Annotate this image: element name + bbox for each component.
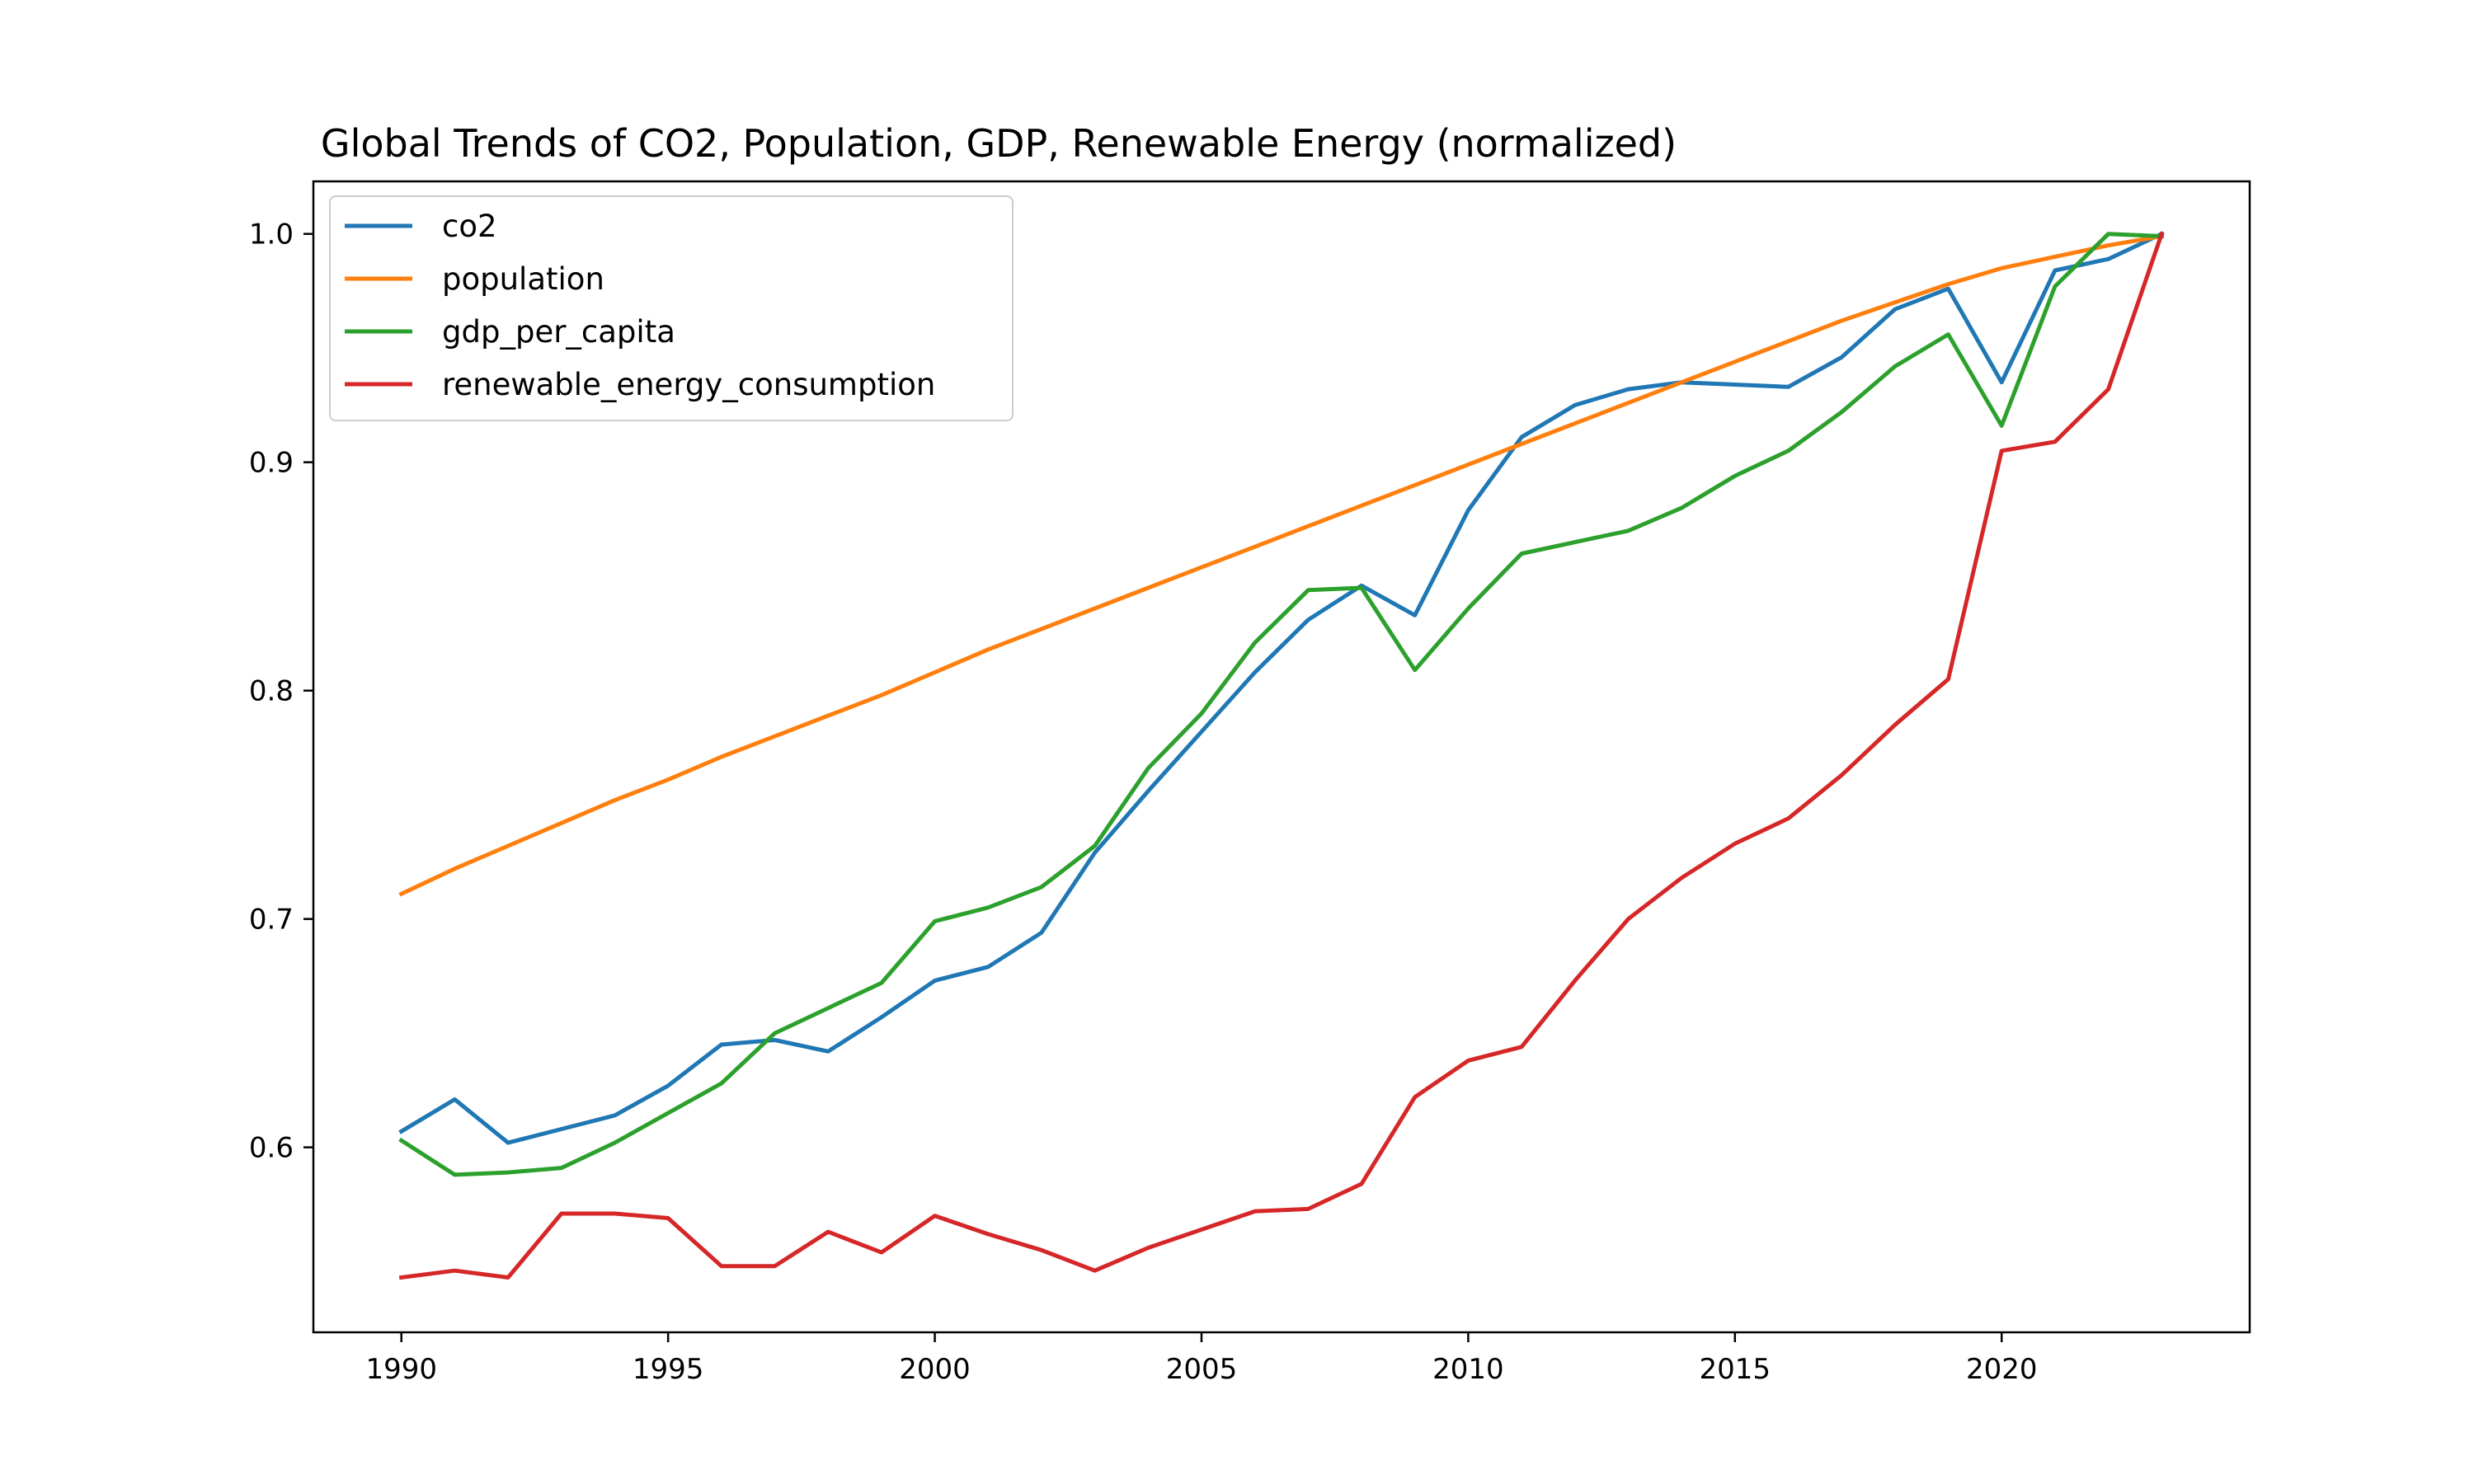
y-tick-label: 0.6 [249,1132,294,1165]
legend-label: renewable_energy_consumption [442,367,935,402]
series-line-gdp-per-capita [398,232,2164,1177]
series-line-renewable-energy-consumption [398,231,2165,1280]
y-tick-label: 0.7 [249,904,294,937]
x-tick-label: 2015 [1700,1353,1771,1386]
series-line-co2 [398,231,2165,1145]
x-tick-label: 2000 [899,1353,971,1386]
plot-area [398,231,2165,1280]
legend-box [329,195,1014,421]
x-tick-label: 1995 [633,1353,704,1386]
y-tick-label: 1.0 [249,218,294,251]
x-tick-label: 2020 [1966,1353,2038,1386]
y-tick-label: 0.9 [249,447,294,480]
x-tick-label: 1990 [365,1353,437,1386]
legend-label: population [442,261,604,297]
plot-frame [312,180,2251,1334]
legend-label: gdp_per_capita [442,314,675,350]
series-line-population [398,233,2165,897]
legend: co2 population gdp_per_capita renewable_ene… [329,195,1014,421]
y-tick-label: 0.8 [249,675,294,708]
y-axis: 0.6 0.7 0.8 0.9 1.0 [249,218,313,1165]
legend-label: co2 [442,209,497,244]
x-tick-label: 2010 [1432,1353,1504,1386]
x-tick-label: 2005 [1166,1353,1238,1386]
x-axis: 1990 1995 2000 2005 2010 2015 2020 [365,1332,2037,1386]
chart-title: Global Trends of CO2, Population, GDP, R… [321,121,1677,166]
